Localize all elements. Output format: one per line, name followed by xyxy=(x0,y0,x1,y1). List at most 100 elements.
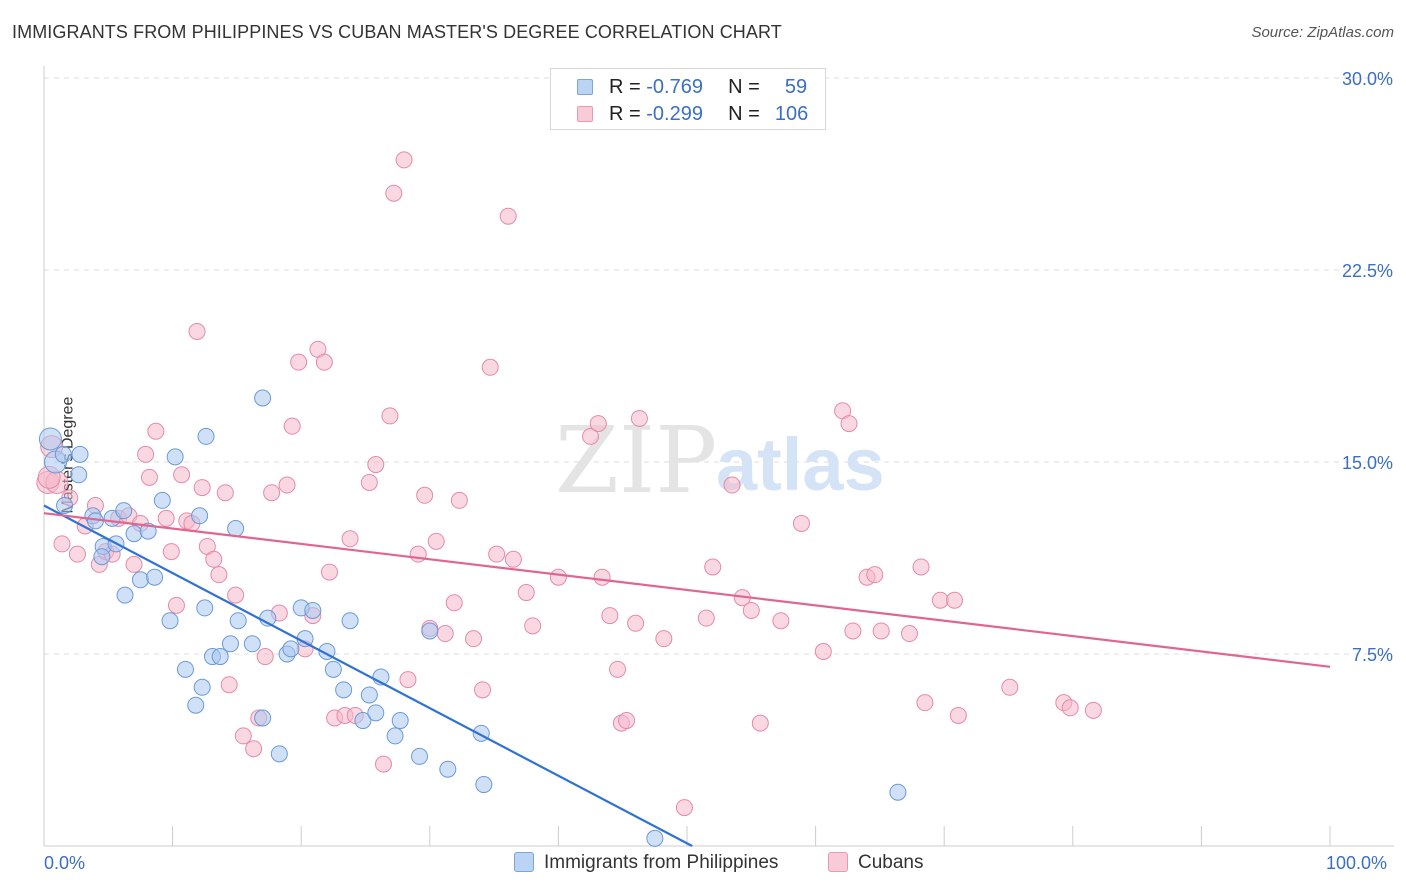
data-point-philippines xyxy=(391,712,409,730)
legend-swatch-philippines xyxy=(577,79,593,95)
legend-text-philippines: R = -0.769 N = 59 xyxy=(609,76,807,99)
source-label: Source: ZipAtlas.com xyxy=(1251,24,1394,41)
data-point-cubans xyxy=(465,630,483,648)
legend-r-label: R = xyxy=(609,103,641,125)
data-point-cubans xyxy=(524,617,542,635)
data-point-cubans xyxy=(1061,699,1079,717)
data-point-philippines xyxy=(421,622,439,640)
data-point-philippines xyxy=(131,571,149,589)
data-point-philippines xyxy=(161,612,179,630)
data-point-cubans xyxy=(140,468,158,486)
data-point-philippines xyxy=(54,445,72,463)
correlation-legend: R = -0.769 N = 59 R = -0.299 N = 106 xyxy=(550,68,826,130)
legend-swatch-cubans xyxy=(577,106,593,122)
data-point-cubans xyxy=(517,584,535,602)
legend-n-value: 59 xyxy=(784,76,808,98)
data-point-cubans xyxy=(844,622,862,640)
data-point-cubans xyxy=(375,755,393,773)
data-point-philippines xyxy=(360,686,378,704)
data-point-philippines xyxy=(166,448,184,466)
data-point-cubans xyxy=(916,694,934,712)
data-point-cubans xyxy=(173,466,191,484)
x-tick-label-max: 100.0% xyxy=(1326,853,1388,873)
data-point-cubans xyxy=(618,712,636,730)
legend-r-value: -0.769 xyxy=(646,76,703,98)
data-point-cubans xyxy=(840,415,858,433)
data-point-cubans xyxy=(704,558,722,576)
data-point-cubans xyxy=(245,740,263,758)
bottom-legend-swatch-cubans xyxy=(828,852,848,872)
legend-n-label: N = xyxy=(728,103,760,125)
data-point-cubans xyxy=(409,545,427,563)
data-point-philippines xyxy=(254,709,272,727)
bottom-legend-label-philippines: Immigrants from Philippines xyxy=(544,852,779,873)
data-point-cubans xyxy=(367,456,385,474)
data-point-cubans xyxy=(53,535,71,553)
data-point-philippines xyxy=(386,727,404,745)
data-point-philippines xyxy=(56,497,74,515)
data-point-philippines xyxy=(70,466,88,484)
data-point-cubans xyxy=(157,509,175,527)
data-point-philippines xyxy=(196,599,214,617)
data-point-cubans xyxy=(772,612,790,630)
data-point-philippines xyxy=(304,601,322,619)
data-point-cubans xyxy=(427,532,445,550)
y-tick-label: 22.5% xyxy=(1342,261,1393,281)
data-point-philippines xyxy=(187,696,205,714)
data-point-philippines xyxy=(197,427,215,445)
chart-title: IMMIGRANTS FROM PHILIPPINES VS CUBAN MAS… xyxy=(12,22,782,42)
data-point-cubans xyxy=(399,671,417,689)
data-point-cubans xyxy=(1001,678,1019,696)
data-point-philippines xyxy=(475,776,493,794)
data-point-cubans xyxy=(675,799,693,817)
data-point-philippines xyxy=(38,427,62,451)
data-point-cubans xyxy=(320,563,338,581)
data-point-cubans xyxy=(341,530,359,548)
data-point-philippines xyxy=(324,660,342,678)
data-point-philippines xyxy=(341,612,359,630)
data-point-cubans xyxy=(751,714,769,732)
data-point-philippines xyxy=(270,745,288,763)
data-point-cubans xyxy=(549,568,567,586)
data-point-philippines xyxy=(153,491,171,509)
data-point-philippines xyxy=(116,586,134,604)
data-point-cubans xyxy=(481,358,499,376)
data-point-cubans xyxy=(593,568,611,586)
data-point-cubans xyxy=(220,676,238,694)
trend-line-cubans xyxy=(43,512,1331,668)
data-point-philippines xyxy=(282,640,300,658)
data-point-cubans xyxy=(949,706,967,724)
data-point-cubans xyxy=(147,422,165,440)
data-point-cubans xyxy=(283,417,301,435)
data-point-cubans xyxy=(866,566,884,584)
legend-r-label: R = xyxy=(609,76,641,98)
data-point-philippines xyxy=(335,681,353,699)
data-point-philippines xyxy=(354,712,372,730)
data-point-cubans xyxy=(205,550,223,568)
legend-r-value: -0.299 xyxy=(646,103,703,125)
data-point-philippines xyxy=(229,612,247,630)
data-point-cubans xyxy=(315,353,333,371)
data-point-philippines xyxy=(125,525,143,543)
watermark-atlas: atlas xyxy=(716,423,885,506)
data-point-cubans xyxy=(436,625,454,643)
data-point-cubans xyxy=(227,586,245,604)
bottom-legend-label-cubans: Cubans xyxy=(858,852,924,873)
data-point-cubans xyxy=(872,622,890,640)
data-point-cubans xyxy=(814,642,832,660)
legend-n-value: 106 xyxy=(774,103,809,125)
data-point-philippines xyxy=(93,548,111,566)
data-point-philippines xyxy=(71,445,89,463)
data-point-cubans xyxy=(210,566,228,584)
data-point-cubans xyxy=(488,545,506,563)
data-point-philippines xyxy=(211,648,229,666)
data-point-philippines xyxy=(367,704,385,722)
data-point-cubans xyxy=(385,184,403,202)
data-point-cubans xyxy=(278,476,296,494)
data-point-philippines xyxy=(889,783,907,801)
x-tick-label-min: 0.0% xyxy=(44,853,86,873)
data-point-cubans xyxy=(792,514,810,532)
data-point-cubans xyxy=(360,473,378,491)
legend-text-cubans: R = -0.299 N = 106 xyxy=(609,103,808,126)
